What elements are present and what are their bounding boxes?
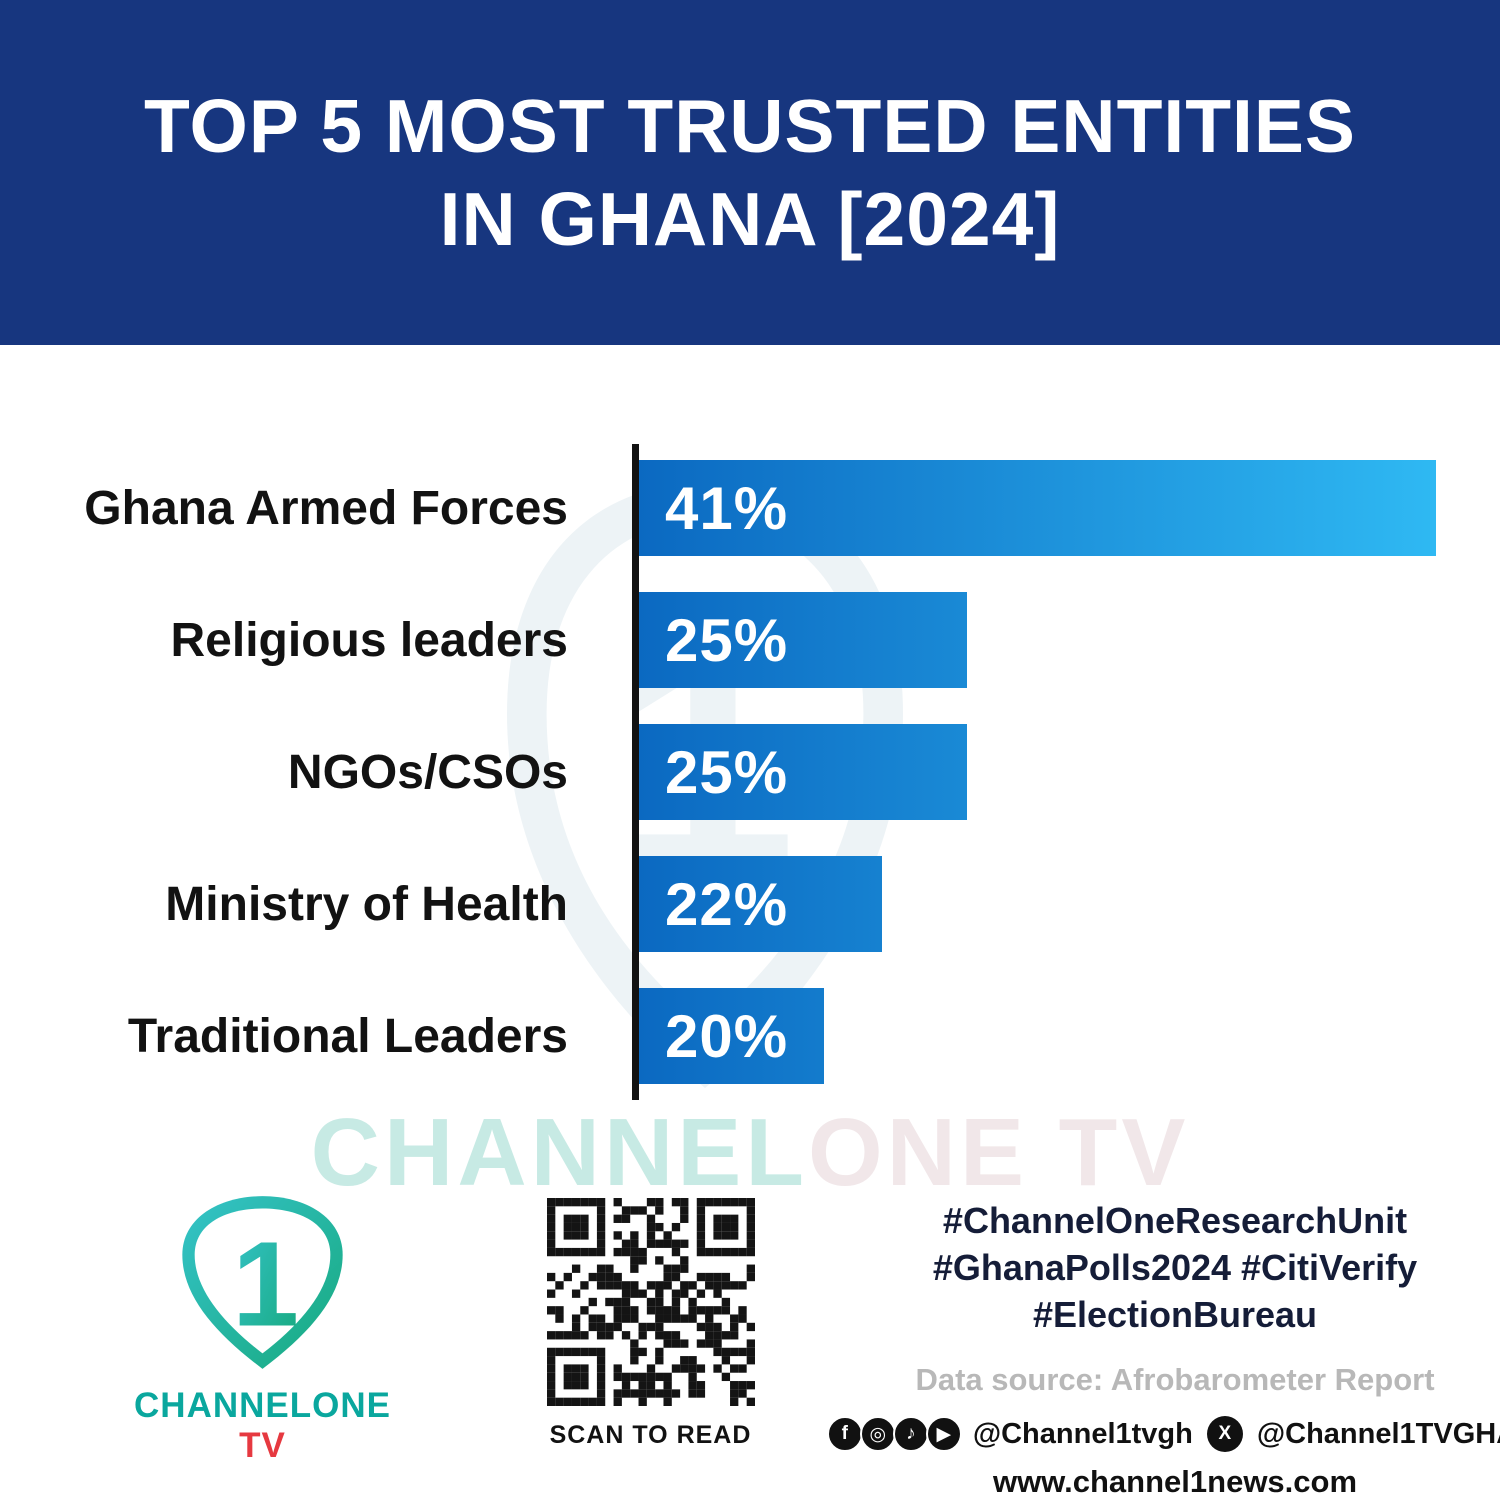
website-link[interactable]: www.channel1news.com: [992, 1464, 1358, 1500]
social-handle-1: @Channel1tvgh: [972, 1417, 1193, 1450]
data-source-note: Data source: Afrobarometer Report: [915, 1362, 1435, 1398]
bar-area: 41%: [639, 460, 1500, 556]
chart-rows: Ghana Armed Forces 41% Religious leaders 25…: [0, 460, 1500, 1084]
channel-watermark: CHANNELONE TV: [0, 1098, 1500, 1208]
x-twitter-icon[interactable]: X: [1206, 1416, 1243, 1453]
brand-part-tv: TV: [239, 1426, 286, 1465]
chart-row: Traditional Leaders 20%: [0, 988, 1500, 1084]
qr-code: [546, 1198, 755, 1406]
chart-row: Ghana Armed Forces 41%: [0, 460, 1500, 556]
bar: 22%: [639, 856, 882, 952]
youtube-icon[interactable]: ▶: [925, 1416, 962, 1453]
page-title-line-2: IN GHANA [2024]: [439, 176, 1061, 261]
page-title-line-1: TOP 5 MOST TRUSTED ENTITIES: [144, 84, 1356, 168]
hashtags-line-3: #ElectionBureau: [1032, 1293, 1318, 1335]
bar-area: 22%: [639, 856, 1500, 952]
bar-area: 20%: [639, 988, 1500, 1084]
brand-wordmark: CHANNELONE TV: [110, 1386, 415, 1466]
bar-chart: Ghana Armed Forces 41% Religious leaders 25…: [0, 444, 1500, 1100]
category-label: Religious leaders: [170, 613, 568, 667]
bar-area: 25%: [639, 592, 1500, 688]
social-icon-cluster: f ◎ ♪ ▶: [826, 1416, 962, 1453]
chart-row: Ministry of Health 22%: [0, 856, 1500, 952]
footer-info-block: #ChannelOneResearchUnit #GhanaPolls2024 …: [826, 1198, 1500, 1500]
hashtags-line-1: #ChannelOneResearchUnit: [942, 1200, 1408, 1241]
facebook-icon[interactable]: f: [826, 1416, 863, 1453]
value-label: 20%: [665, 1002, 789, 1070]
value-label: 41%: [665, 474, 789, 542]
channel-one-logo: 1 CHANNELONE TV: [110, 1190, 415, 1466]
bar-area: 25%: [639, 724, 1500, 820]
bar: 20%: [639, 988, 824, 1084]
watermark-part-2: ONE TV: [807, 1099, 1190, 1206]
category-label: Traditional Leaders: [127, 1009, 568, 1063]
value-label: 22%: [665, 870, 789, 938]
chart-row: NGOs/CSOs 25%: [0, 724, 1500, 820]
category-label: Ghana Armed Forces: [84, 481, 568, 535]
header-banner: TOP 5 MOST TRUSTED ENTITIES IN GHANA [20…: [0, 0, 1500, 345]
bar: 41%: [639, 460, 1436, 556]
category-label: Ministry of Health: [165, 877, 568, 931]
qr-caption: SCAN TO READ: [549, 1421, 752, 1449]
chart-axis: [632, 444, 639, 1100]
watermark-part-1: CHANNEL: [310, 1099, 808, 1206]
bar: 25%: [639, 724, 967, 820]
logo-mark-icon: 1: [182, 1196, 343, 1369]
instagram-icon[interactable]: ◎: [859, 1416, 896, 1453]
value-label: 25%: [665, 606, 789, 674]
tiktok-icon[interactable]: ♪: [892, 1416, 929, 1453]
social-handle-2: @Channel1TVGHA: [1256, 1417, 1500, 1450]
qr-block: SCAN TO READ: [543, 1198, 758, 1450]
category-label: NGOs/CSOs: [287, 745, 568, 799]
hashtags-line-2: #GhanaPolls2024 #CitiVerify: [932, 1246, 1418, 1288]
social-row: f ◎ ♪ ▶ @Channel1tvgh X @Channel1TVGHA: [826, 1416, 1500, 1453]
bar: 25%: [639, 592, 967, 688]
brand-part-one: ONE: [312, 1386, 391, 1425]
chart-row: Religious leaders 25%: [0, 592, 1500, 688]
brand-part-channel: CHANNEL: [134, 1386, 313, 1425]
logo-numeral: 1: [232, 1218, 299, 1352]
value-label: 25%: [665, 738, 789, 806]
